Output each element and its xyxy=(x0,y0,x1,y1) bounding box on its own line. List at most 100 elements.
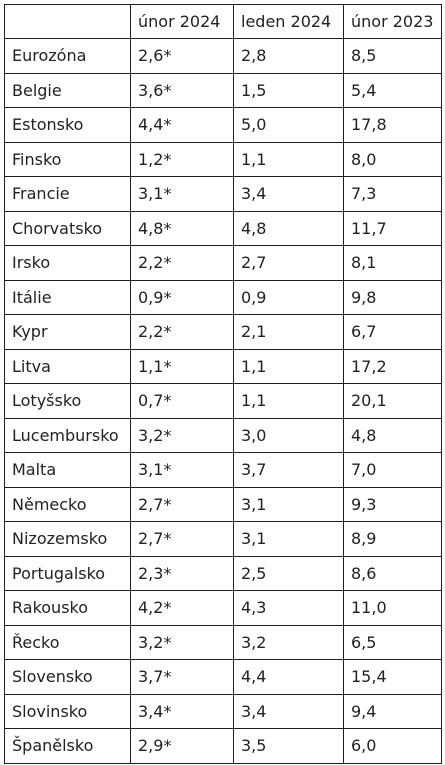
feb-2023-cell: 8,6 xyxy=(343,555,442,591)
table-row: Chorvatsko 4,8* 4,8 11,7 xyxy=(4,210,442,246)
table-body: Eurozóna 2,6* 2,8 8,5 Belgie 3,6* 1,5 5,4 Estons… xyxy=(4,38,442,764)
jan-2024-cell: 2,1 xyxy=(233,314,344,350)
table-row: Malta 3,1* 3,7 7,0 xyxy=(4,452,442,488)
jan-2024-cell: 2,5 xyxy=(233,555,344,591)
feb-2024-cell: 0,7* xyxy=(130,383,234,419)
feb-2024-cell: 1,1* xyxy=(130,348,234,384)
jan-2024-cell: 3,0 xyxy=(233,417,344,453)
feb-2023-cell: 9,8 xyxy=(343,279,442,315)
table-row: Nizozemsko 2,7* 3,1 8,9 xyxy=(4,521,442,557)
feb-2024-cell: 3,2* xyxy=(130,417,234,453)
feb-2024-cell: 4,2* xyxy=(130,590,234,626)
feb-2024-cell: 3,7* xyxy=(130,659,234,695)
feb-2024-cell: 2,7* xyxy=(130,521,234,557)
table-row: Itálie 0,9* 0,9 9,8 xyxy=(4,279,442,315)
header-feb-2023: únor 2023 xyxy=(343,4,442,39)
feb-2023-cell: 7,0 xyxy=(343,452,442,488)
feb-2024-cell: 2,7* xyxy=(130,486,234,522)
header-row: únor 2024 leden 2024 únor 2023 xyxy=(4,4,442,39)
feb-2024-cell: 3,2* xyxy=(130,624,234,660)
country-cell: Řecko xyxy=(4,624,131,660)
country-cell: Eurozóna xyxy=(4,38,131,74)
country-cell: Irsko xyxy=(4,245,131,281)
table-row: Řecko 3,2* 3,2 6,5 xyxy=(4,624,442,660)
table-row: Slovensko 3,7* 4,4 15,4 xyxy=(4,659,442,695)
feb-2023-cell: 6,0 xyxy=(343,728,442,764)
feb-2024-cell: 3,1* xyxy=(130,176,234,212)
jan-2024-cell: 0,9 xyxy=(233,279,344,315)
feb-2024-cell: 2,3* xyxy=(130,555,234,591)
feb-2024-cell: 0,9* xyxy=(130,279,234,315)
header-country xyxy=(4,4,131,39)
table-row: Německo 2,7* 3,1 9,3 xyxy=(4,486,442,522)
table-row: Kypr 2,2* 2,1 6,7 xyxy=(4,314,442,350)
header-jan-2024: leden 2024 xyxy=(233,4,344,39)
feb-2023-cell: 5,4 xyxy=(343,72,442,108)
table-row: Francie 3,1* 3,4 7,3 xyxy=(4,176,442,212)
jan-2024-cell: 3,4 xyxy=(233,176,344,212)
feb-2023-cell: 8,5 xyxy=(343,38,442,74)
feb-2023-cell: 4,8 xyxy=(343,417,442,453)
country-cell: Nizozemsko xyxy=(4,521,131,557)
country-cell: Chorvatsko xyxy=(4,210,131,246)
table-row: Finsko 1,2* 1,1 8,0 xyxy=(4,141,442,177)
country-cell: Lucembursko xyxy=(4,417,131,453)
feb-2023-cell: 9,4 xyxy=(343,693,442,729)
country-cell: Portugalsko xyxy=(4,555,131,591)
table-row: Belgie 3,6* 1,5 5,4 xyxy=(4,72,442,108)
feb-2023-cell: 15,4 xyxy=(343,659,442,695)
jan-2024-cell: 1,1 xyxy=(233,348,344,384)
country-cell: Francie xyxy=(4,176,131,212)
table-row: Rakousko 4,2* 4,3 11,0 xyxy=(4,590,442,626)
country-cell: Rakousko xyxy=(4,590,131,626)
feb-2024-cell: 4,4* xyxy=(130,107,234,143)
feb-2024-cell: 3,4* xyxy=(130,693,234,729)
table-row: Slovinsko 3,4* 3,4 9,4 xyxy=(4,693,442,729)
jan-2024-cell: 3,5 xyxy=(233,728,344,764)
table-row: Portugalsko 2,3* 2,5 8,6 xyxy=(4,555,442,591)
feb-2023-cell: 8,9 xyxy=(343,521,442,557)
table-row: Litva 1,1* 1,1 17,2 xyxy=(4,348,442,384)
country-cell: Itálie xyxy=(4,279,131,315)
country-cell: Slovinsko xyxy=(4,693,131,729)
feb-2023-cell: 7,3 xyxy=(343,176,442,212)
jan-2024-cell: 4,3 xyxy=(233,590,344,626)
table-row: Estonsko 4,4* 5,0 17,8 xyxy=(4,107,442,143)
header-feb-2024: únor 2024 xyxy=(130,4,234,39)
feb-2023-cell: 11,7 xyxy=(343,210,442,246)
country-cell: Litva xyxy=(4,348,131,384)
inflation-table: únor 2024 leden 2024 únor 2023 Eurozóna 2… xyxy=(4,4,442,764)
feb-2023-cell: 20,1 xyxy=(343,383,442,419)
feb-2023-cell: 6,7 xyxy=(343,314,442,350)
jan-2024-cell: 3,1 xyxy=(233,486,344,522)
feb-2024-cell: 1,2* xyxy=(130,141,234,177)
table-row: Eurozóna 2,6* 2,8 8,5 xyxy=(4,38,442,74)
country-cell: Lotyšsko xyxy=(4,383,131,419)
jan-2024-cell: 3,4 xyxy=(233,693,344,729)
country-cell: Estonsko xyxy=(4,107,131,143)
feb-2023-cell: 17,8 xyxy=(343,107,442,143)
feb-2023-cell: 8,1 xyxy=(343,245,442,281)
table-row: Lotyšsko 0,7* 1,1 20,1 xyxy=(4,383,442,419)
jan-2024-cell: 5,0 xyxy=(233,107,344,143)
feb-2024-cell: 2,9* xyxy=(130,728,234,764)
jan-2024-cell: 1,1 xyxy=(233,383,344,419)
jan-2024-cell: 2,7 xyxy=(233,245,344,281)
feb-2023-cell: 11,0 xyxy=(343,590,442,626)
feb-2024-cell: 2,2* xyxy=(130,314,234,350)
jan-2024-cell: 1,1 xyxy=(233,141,344,177)
jan-2024-cell: 4,8 xyxy=(233,210,344,246)
jan-2024-cell: 4,4 xyxy=(233,659,344,695)
feb-2023-cell: 9,3 xyxy=(343,486,442,522)
jan-2024-cell: 3,1 xyxy=(233,521,344,557)
country-cell: Německo xyxy=(4,486,131,522)
jan-2024-cell: 1,5 xyxy=(233,72,344,108)
jan-2024-cell: 2,8 xyxy=(233,38,344,74)
feb-2024-cell: 4,8* xyxy=(130,210,234,246)
table-row: Španělsko 2,9* 3,5 6,0 xyxy=(4,728,442,764)
feb-2024-cell: 2,2* xyxy=(130,245,234,281)
feb-2023-cell: 17,2 xyxy=(343,348,442,384)
country-cell: Malta xyxy=(4,452,131,488)
jan-2024-cell: 3,2 xyxy=(233,624,344,660)
feb-2024-cell: 3,1* xyxy=(130,452,234,488)
